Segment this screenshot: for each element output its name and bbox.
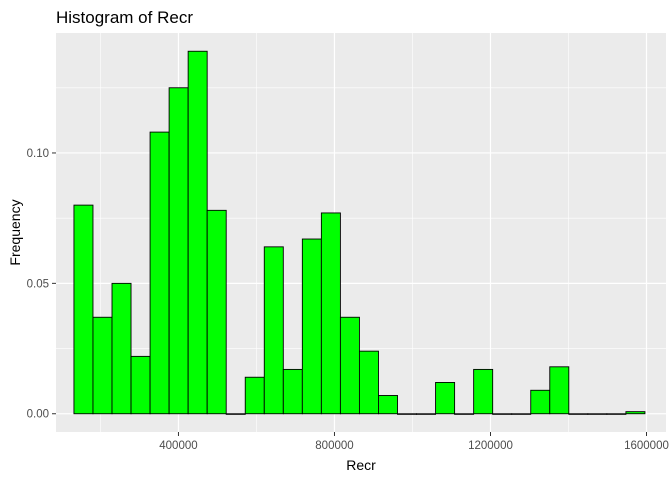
histogram-bar (397, 413, 417, 415)
bars-layer (73, 50, 646, 415)
histogram-bar (225, 413, 246, 415)
histogram-bar (625, 411, 646, 415)
histogram-bar (473, 368, 494, 415)
histogram-bar (358, 350, 379, 415)
histogram-bar (511, 413, 532, 415)
y-tick-label: 0.10 (27, 148, 49, 160)
histogram-bar (339, 316, 360, 415)
x-tick-label: 400000 (159, 440, 197, 452)
histogram-bar (130, 355, 151, 415)
histogram-bar (301, 238, 322, 415)
histogram-bar (168, 87, 189, 415)
x-axis: 400000 800000 1200000 1600000 (159, 432, 669, 452)
histogram-bar (492, 413, 513, 415)
histogram-bar (454, 413, 475, 415)
histogram-bar (606, 413, 627, 415)
histogram-bar (416, 413, 437, 415)
x-tick-label: 1600000 (624, 440, 669, 452)
histogram-bar (549, 366, 570, 415)
y-tick-label: 0.00 (27, 409, 49, 421)
histogram-bar (587, 413, 608, 415)
histogram-bar (320, 212, 341, 415)
histogram-bar (568, 413, 589, 415)
histogram-bar (244, 376, 265, 415)
histogram-bar (73, 204, 94, 415)
histogram-bar (92, 316, 113, 415)
histogram-bar (111, 282, 132, 415)
x-tick-label: 800000 (315, 440, 353, 452)
y-axis: 0.00 0.05 0.10 (27, 148, 56, 421)
x-axis-title: Recr (346, 457, 376, 473)
histogram-bar (149, 131, 170, 415)
histogram-bar (282, 368, 303, 415)
chart-title: Histogram of Recr (56, 8, 193, 27)
y-axis-title: Frequency (7, 199, 23, 265)
histogram-bar (206, 209, 227, 415)
y-tick-label: 0.05 (27, 278, 49, 290)
x-tick-label: 1200000 (468, 440, 513, 452)
histogram-bar (435, 382, 456, 415)
histogram-bar (263, 246, 284, 415)
histogram-bar (530, 389, 551, 415)
histogram-bar (187, 50, 208, 415)
histogram-bar (378, 395, 398, 415)
